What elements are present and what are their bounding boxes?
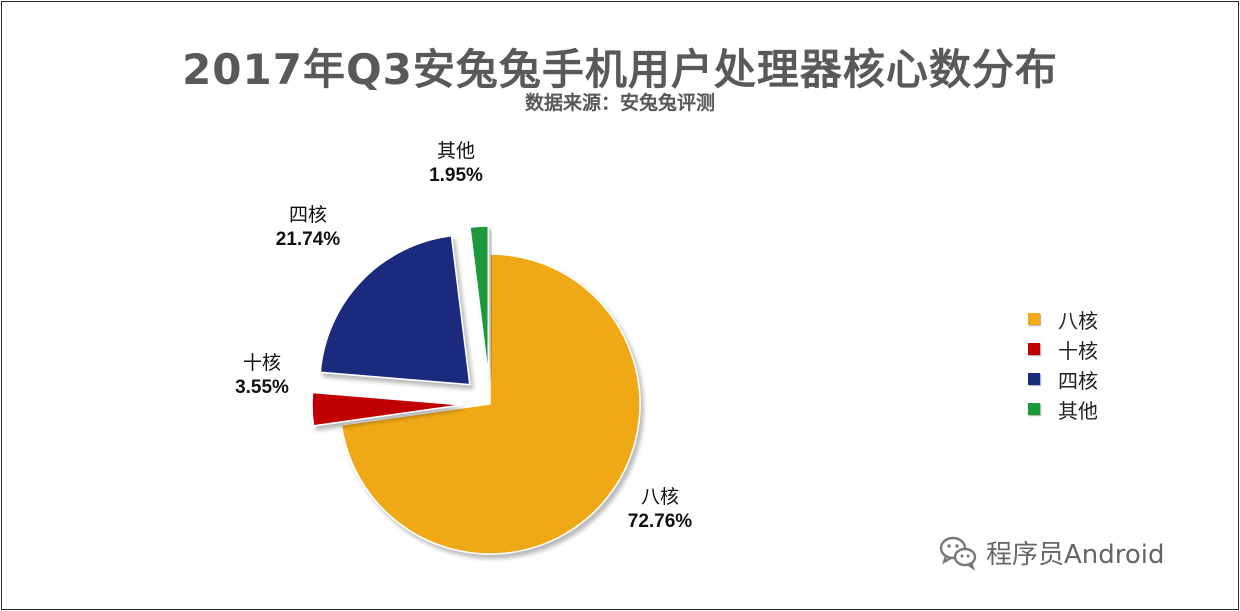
- legend-item: 四核: [1028, 364, 1098, 394]
- chart-subtitle: 数据来源：安兔兔评测: [524, 92, 715, 114]
- slice-category-label: 八核: [641, 486, 679, 508]
- chart-title: 2017年Q3安兔兔手机用户处理器核心数分布: [182, 45, 1058, 94]
- slice-percent-label: 21.74%: [276, 229, 341, 250]
- legend-swatch: [1028, 313, 1040, 325]
- legend-swatch: [1028, 373, 1040, 385]
- slice-category-label: 其他: [437, 140, 475, 162]
- pie-slice-1: [311, 391, 463, 427]
- legend-label: 四核: [1058, 368, 1098, 393]
- watermark: 程序员Android: [938, 532, 1165, 572]
- legend-swatch: [1028, 403, 1040, 415]
- legend-item: 八核: [1028, 304, 1098, 334]
- slice-category-label: 四核: [289, 204, 327, 226]
- legend-item: 其他: [1028, 394, 1098, 424]
- pie-slice-0: [340, 253, 641, 555]
- legend-label: 其他: [1058, 398, 1098, 423]
- watermark-text: 程序员Android: [986, 539, 1165, 570]
- slice-category-label: 十核: [243, 352, 281, 374]
- legend-swatch: [1028, 343, 1040, 355]
- slice-percent-label: 1.95%: [429, 165, 483, 186]
- legend-label: 八核: [1058, 308, 1098, 333]
- pie-slice-3: [469, 225, 490, 377]
- chart-legend: 八核 十核 四核 其他: [1028, 304, 1098, 424]
- legend-label: 十核: [1058, 338, 1098, 363]
- slice-percent-label: 72.76%: [628, 511, 693, 532]
- pie-slice-2: [319, 234, 471, 386]
- wechat-icon: [939, 536, 977, 571]
- slice-percent-label: 3.55%: [235, 377, 289, 398]
- legend-item: 十核: [1028, 334, 1098, 364]
